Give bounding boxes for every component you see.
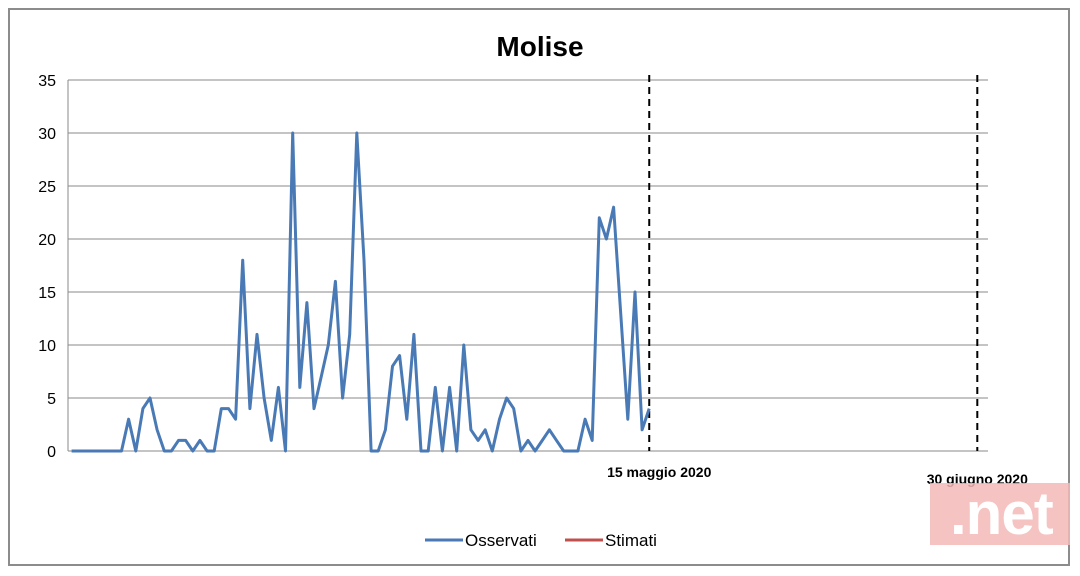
chart-frame (8, 8, 1070, 566)
series-lines (71, 131, 651, 453)
date-markers: 15 maggio 2020 30 giugno 2020 (607, 75, 1028, 487)
series-line-osservati (71, 131, 651, 453)
y-tick-labels: 0 5 10 15 20 25 30 35 (38, 73, 56, 461)
y-tick-label: 30 (38, 126, 56, 143)
legend-label: Osservati (465, 531, 537, 550)
watermark-text: .net (950, 480, 1054, 547)
legend: Osservati Stimati (425, 531, 657, 550)
watermark-logo (930, 483, 1070, 545)
y-tick-label: 25 (38, 179, 56, 196)
y-tick-label: 15 (38, 285, 56, 302)
legend-label: Stimati (605, 531, 657, 550)
y-tick-label: 20 (38, 232, 56, 249)
y-tick-label: 10 (38, 338, 56, 355)
chart-title: Molise (496, 31, 583, 62)
y-tick-label: 0 (47, 444, 56, 461)
y-tick-label: 5 (47, 391, 56, 408)
y-tick-label: 35 (38, 73, 56, 90)
gridlines (67, 79, 988, 452)
marker-label: 15 maggio 2020 (607, 464, 711, 480)
